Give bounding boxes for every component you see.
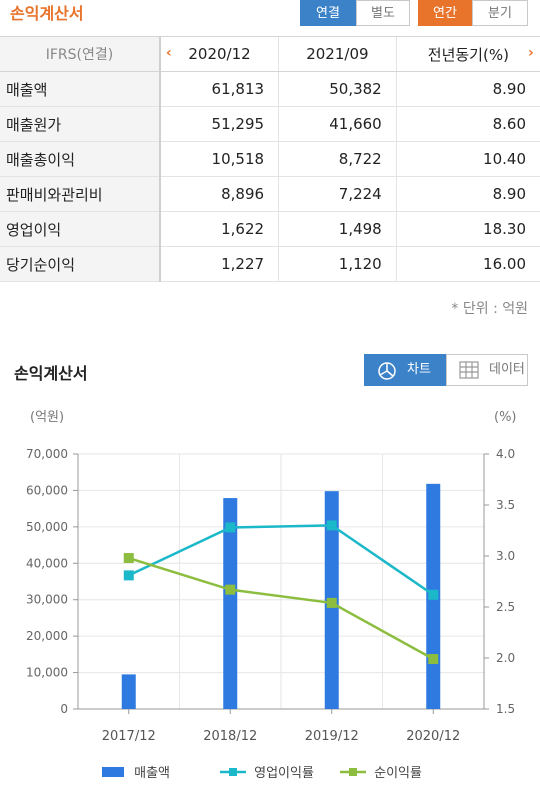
cell-value: 8.60: [395, 106, 540, 142]
annual-tab[interactable]: 연간: [418, 0, 472, 26]
cell-value: 8,722: [278, 141, 397, 177]
x-tick-label: 2017/12: [102, 729, 156, 744]
quarterly-tab[interactable]: 분기: [472, 0, 528, 26]
data-button-label: 데이터: [489, 362, 525, 377]
y-left-tick-label: 50,000: [26, 520, 68, 534]
row-label: 매출총이익: [0, 141, 161, 177]
y-right-tick-label: 2.5: [496, 600, 515, 614]
separate-tab[interactable]: 별도: [356, 0, 410, 26]
row-label: 매출액: [0, 71, 161, 107]
cell-value: 1,622: [159, 211, 279, 247]
cell-value: 7,224: [278, 176, 397, 212]
y-right-tick-label: 4.0: [496, 447, 515, 461]
page-title: 손익계산서: [10, 4, 84, 23]
line-operating-margin: [128, 524, 434, 596]
cell-value: 1,227: [159, 246, 279, 282]
table-row: 판매비와관리비 8,896 7,224 8.90: [0, 176, 540, 212]
table-row: 당기순이익 1,227 1,120 16.00: [0, 246, 540, 282]
cell-value: 18.30: [395, 211, 540, 247]
legend-label: 영업이익률: [254, 766, 314, 781]
y-right-tick-label: 3.0: [496, 549, 515, 563]
y-left-tick-label: 30,000: [26, 593, 68, 607]
pie-chart-icon: [378, 362, 396, 380]
y-left-tick-label: 60,000: [26, 483, 68, 497]
chart-section-title: 손익계산서: [14, 364, 88, 383]
point-operating-margin: [225, 522, 236, 533]
legend-swatch-line: [340, 767, 366, 776]
cell-value: 8.90: [395, 71, 540, 107]
point-net-margin: [225, 584, 236, 595]
point-operating-margin: [123, 570, 134, 581]
unit-note: * 단위 : 억원: [451, 301, 528, 317]
consolidated-tab[interactable]: 연결: [300, 0, 356, 26]
x-tick-label: 2020/12: [406, 729, 460, 744]
y-left-tick-label: 0: [60, 702, 68, 716]
cell-value: 50,382: [278, 71, 397, 107]
y-right-tick-label: 3.5: [496, 498, 515, 512]
cell-value: 41,660: [278, 106, 397, 142]
cell-value: 61,813: [159, 71, 279, 107]
legend-swatch-line: [220, 767, 246, 776]
column-header-2020-12: 2020/12: [159, 36, 279, 72]
income-chart: (억원) (%) 0 10,000 20,000 30,000 40,000 50,000 60…: [26, 410, 517, 744]
cell-value: 1,120: [278, 246, 397, 282]
cell-value: 16.00: [395, 246, 540, 282]
y-left-tick-label: 20,000: [26, 629, 68, 643]
y-left-tick-label: 70,000: [26, 447, 68, 461]
y-left-tick-label: 40,000: [26, 556, 68, 570]
cell-value: 8,896: [159, 176, 279, 212]
x-tick-label: 2018/12: [203, 729, 257, 744]
bar-sales: [223, 498, 238, 709]
column-header-yoy: 전년동기(%): [395, 36, 540, 72]
column-header-2021-09: 2021/09: [278, 36, 397, 72]
x-tick-label: 2019/12: [305, 729, 359, 744]
row-label: 매출원가: [0, 106, 161, 142]
y-right-tick-label: 1.5: [496, 702, 515, 716]
legend-label: 순이익률: [374, 766, 422, 781]
y-right-tick-label: 2.0: [496, 651, 515, 665]
legend-label: 매출액: [134, 766, 171, 781]
row-label: 당기순이익: [0, 246, 161, 282]
point-operating-margin: [326, 520, 337, 531]
table-row: 매출총이익 10,518 8,722 10.40: [0, 141, 540, 177]
y-right-unit-label: (%): [494, 410, 517, 425]
cell-value: 8.90: [395, 176, 540, 212]
point-net-margin: [123, 553, 134, 564]
legend-item-operating-margin: 영업이익률: [220, 762, 314, 781]
chart-view-button[interactable]: 차트: [364, 354, 446, 386]
table-row: 영업이익 1,622 1,498 18.30: [0, 211, 540, 247]
point-operating-margin: [428, 589, 439, 600]
cell-value: 10.40: [395, 141, 540, 177]
income-statement-table: IFRS(연결) 2020/12 2021/09 전년동기(%) 매출액 61,…: [0, 36, 540, 282]
table-row: 매출액 61,813 50,382 8.90: [0, 71, 540, 107]
legend-item-net-margin: 순이익률: [340, 762, 422, 781]
column-header-ifrs: IFRS(연결): [0, 36, 161, 72]
next-period-arrow-icon[interactable]: ›: [528, 45, 534, 61]
cell-value: 10,518: [159, 141, 279, 177]
cell-value: 51,295: [159, 106, 279, 142]
legend-swatch-bar: [102, 766, 124, 777]
cell-value: 1,498: [278, 211, 397, 247]
bar-sales: [121, 674, 136, 709]
legend-item-sales: 매출액: [102, 762, 170, 781]
row-label: 판매비와관리비: [0, 176, 161, 212]
top-header: 손익계산서 연결 별도 연간 분기: [0, 0, 540, 36]
y-left-tick-label: 10,000: [26, 666, 68, 680]
line-net-margin: [128, 556, 434, 661]
prev-period-arrow-icon[interactable]: ‹: [166, 45, 172, 61]
table-grid-icon: [459, 361, 479, 379]
y-left-unit-label: (억원): [30, 410, 64, 425]
table-row: 매출원가 51,295 41,660 8.60: [0, 106, 540, 142]
data-view-button[interactable]: 데이터: [446, 354, 528, 386]
chart-button-label: 차트: [407, 362, 431, 377]
row-label: 영업이익: [0, 211, 161, 247]
point-net-margin: [326, 597, 337, 608]
table-header-row: IFRS(연결) 2020/12 2021/09 전년동기(%): [0, 36, 540, 72]
point-net-margin: [428, 654, 439, 665]
